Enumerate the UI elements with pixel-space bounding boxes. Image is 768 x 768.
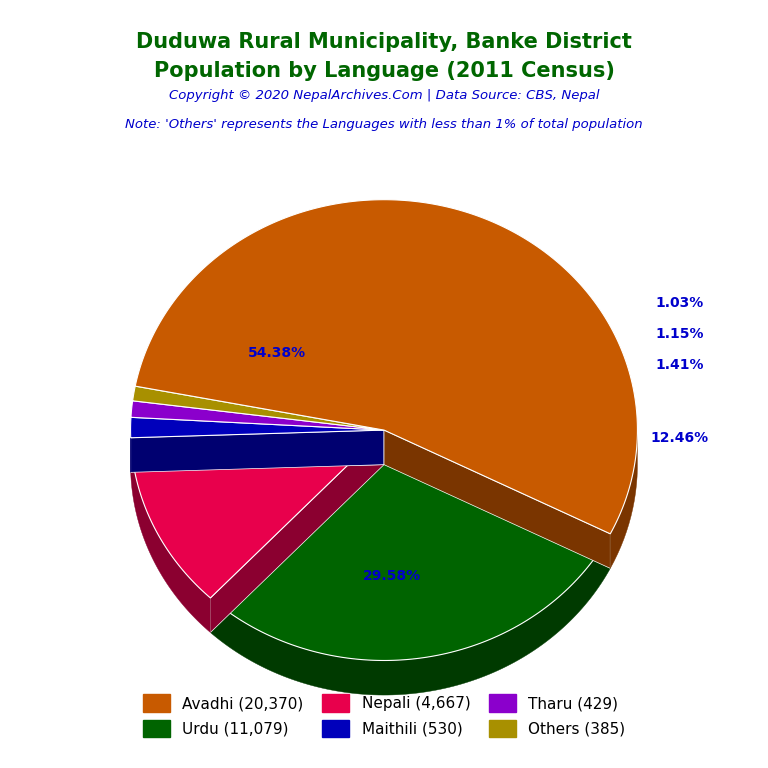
- Polygon shape: [210, 430, 384, 633]
- Text: Copyright © 2020 NepalArchives.Com | Data Source: CBS, Nepal: Copyright © 2020 NepalArchives.Com | Dat…: [169, 90, 599, 102]
- Polygon shape: [131, 430, 384, 472]
- Text: 54.38%: 54.38%: [247, 346, 306, 360]
- Polygon shape: [384, 430, 611, 568]
- Polygon shape: [210, 430, 384, 633]
- Text: 1.41%: 1.41%: [655, 358, 704, 372]
- Text: Population by Language (2011 Census): Population by Language (2011 Census): [154, 61, 614, 81]
- Polygon shape: [131, 417, 384, 438]
- Polygon shape: [210, 430, 611, 660]
- Polygon shape: [131, 438, 210, 633]
- Polygon shape: [131, 430, 384, 472]
- Polygon shape: [133, 386, 384, 430]
- Polygon shape: [131, 401, 384, 430]
- Polygon shape: [611, 435, 637, 568]
- Polygon shape: [131, 430, 384, 598]
- Polygon shape: [135, 200, 637, 534]
- Text: 12.46%: 12.46%: [650, 431, 709, 445]
- Text: Duduwa Rural Municipality, Banke District: Duduwa Rural Municipality, Banke Distric…: [136, 32, 632, 52]
- Text: 29.58%: 29.58%: [362, 569, 421, 583]
- Polygon shape: [210, 534, 611, 695]
- Polygon shape: [384, 430, 611, 568]
- Legend: Avadhi (20,370), Urdu (11,079), Nepali (4,667), Maithili (530), Tharu (429), Oth: Avadhi (20,370), Urdu (11,079), Nepali (…: [135, 687, 633, 745]
- Text: Note: 'Others' represents the Languages with less than 1% of total population: Note: 'Others' represents the Languages …: [125, 118, 643, 131]
- Text: 1.15%: 1.15%: [655, 327, 704, 341]
- Text: 1.03%: 1.03%: [656, 296, 703, 310]
